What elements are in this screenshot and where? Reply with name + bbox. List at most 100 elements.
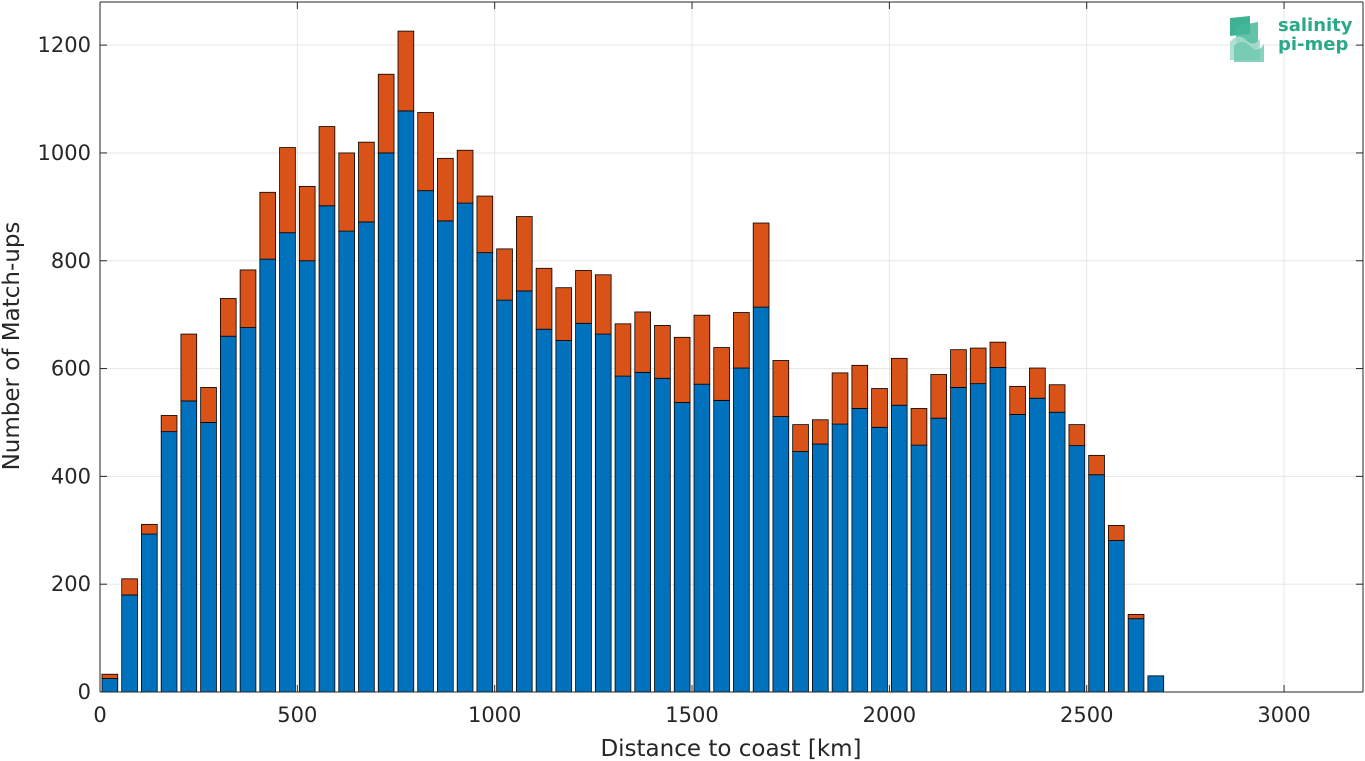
bar-series1 <box>476 252 494 693</box>
bar-series2 <box>673 336 691 403</box>
bar-series1 <box>141 533 158 693</box>
bar-series1 <box>614 375 632 693</box>
bar-series2 <box>910 408 928 446</box>
bar-series2 <box>180 333 198 402</box>
bar-series1 <box>259 258 277 693</box>
bar-series2 <box>1048 384 1066 413</box>
bar-series2 <box>121 578 138 596</box>
bar-series1 <box>239 327 257 693</box>
bar-series1 <box>871 426 888 693</box>
x-tick-label: 1500 <box>665 703 718 727</box>
bar-series1 <box>417 190 434 693</box>
bar-series1 <box>673 402 691 693</box>
bar-series1 <box>733 367 750 693</box>
bar-series1 <box>121 594 138 693</box>
bar-series2 <box>594 274 612 335</box>
bar-series1 <box>792 451 809 693</box>
bar-series2 <box>1009 385 1026 415</box>
bar-series2 <box>634 311 651 373</box>
bar-series2 <box>772 360 790 417</box>
bar-series2 <box>200 387 217 423</box>
bar-series1 <box>1068 445 1086 693</box>
bar-series1 <box>1127 618 1145 693</box>
bar-series2 <box>1029 367 1046 399</box>
bar-series1 <box>219 335 237 693</box>
bar-series2 <box>377 73 395 154</box>
bar-series1 <box>693 383 711 693</box>
bar-series1 <box>910 444 928 693</box>
bar-series1 <box>1009 413 1026 693</box>
logo-line-2: pi-mep <box>1278 34 1349 55</box>
bar-series2 <box>969 347 987 385</box>
bar-series1 <box>535 328 553 693</box>
bar-series2 <box>358 141 375 223</box>
bar-series1 <box>1029 397 1046 693</box>
x-tick-label: 3000 <box>1257 703 1310 727</box>
bar-series2 <box>318 126 336 207</box>
bar-series1 <box>200 422 217 693</box>
bar-series1 <box>358 221 375 693</box>
bar-series2 <box>141 523 158 535</box>
bar-series1 <box>930 417 948 693</box>
bar-series1 <box>713 399 730 693</box>
bar-series2 <box>298 185 316 262</box>
bar-series2 <box>417 112 434 192</box>
bar-series1 <box>851 408 869 693</box>
bar-series2 <box>279 147 296 234</box>
bar-series2 <box>614 323 632 377</box>
bar-series1 <box>338 230 355 693</box>
bar-series2 <box>950 349 967 388</box>
y-tick-label: 800 <box>51 249 91 273</box>
bar-series1 <box>654 377 671 693</box>
bar-series1 <box>318 205 336 693</box>
bar-series1 <box>437 220 454 693</box>
bar-series2 <box>575 270 592 324</box>
bar-series2 <box>456 149 474 204</box>
bar-series1 <box>634 371 651 693</box>
bar-series1 <box>890 404 908 693</box>
bar-series2 <box>713 347 730 401</box>
bar-series2 <box>397 30 415 112</box>
salinity-pi-mep-logo: salinity pi-mep <box>1228 14 1358 64</box>
y-axis-label: Number of Match-ups <box>0 222 25 471</box>
bar-series1 <box>812 443 829 693</box>
bar-series1 <box>1048 411 1066 693</box>
y-tick-label: 1000 <box>38 141 91 165</box>
bar-series2 <box>219 298 237 337</box>
x-tick-label: 2500 <box>1060 703 1113 727</box>
bar-series1 <box>555 340 573 693</box>
bar-series2 <box>752 222 770 308</box>
bar-series2 <box>496 248 513 301</box>
bars <box>101 30 1165 693</box>
axes <box>99 1 1364 693</box>
bar-series1 <box>772 416 790 693</box>
x-axis-label: Distance to coast [km] <box>600 736 861 761</box>
bar-series2 <box>1068 424 1086 447</box>
y-tick-label: 600 <box>51 357 91 381</box>
bar-series1 <box>298 260 316 693</box>
bar-series1 <box>101 678 119 693</box>
bar-series1 <box>160 431 178 693</box>
x-tick-label: 500 <box>277 703 317 727</box>
bar-series2 <box>851 364 869 409</box>
y-tick-label: 400 <box>51 464 91 488</box>
bar-series2 <box>259 191 277 260</box>
logo-line-1: salinity <box>1278 15 1353 36</box>
bar-series2 <box>812 419 829 445</box>
bar-series2 <box>930 374 948 419</box>
bar-series1 <box>1108 540 1125 693</box>
bar-series2 <box>831 372 849 425</box>
y-tick-label: 1200 <box>38 33 91 57</box>
bar-series2 <box>555 287 573 341</box>
bar-series1 <box>989 367 1007 693</box>
bar-series1 <box>180 400 198 693</box>
y-tick-label: 200 <box>51 572 91 596</box>
bar-series1 <box>397 110 415 693</box>
bar-series1 <box>950 387 967 693</box>
bar-series1 <box>831 423 849 693</box>
bar-series1 <box>575 322 592 693</box>
bar-series1 <box>279 232 296 693</box>
bar-series2 <box>338 152 355 232</box>
bar-series2 <box>437 157 454 222</box>
